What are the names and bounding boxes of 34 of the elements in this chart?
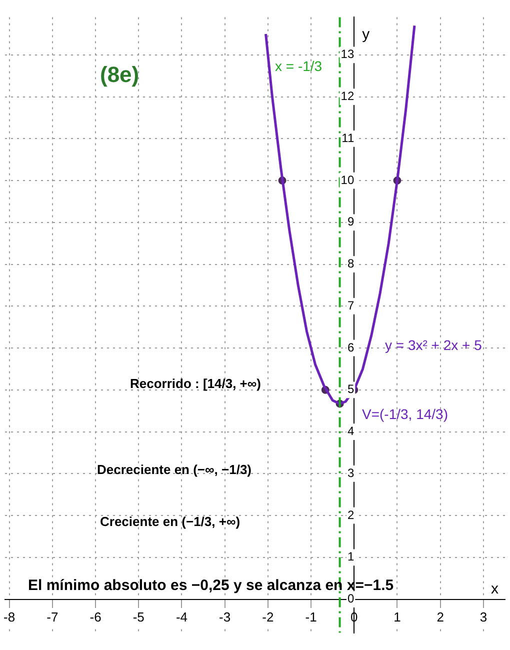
y-tick-label: 0 [347,592,354,606]
x-tick-label: -3 [219,610,231,625]
annotation: V=(-1/3, 14/3) [362,406,448,422]
annotation: Decreciente en (−∞, −1/3) [97,462,252,477]
x-axis-title: x [491,580,499,598]
y-tick-label: 13 [340,47,354,62]
y-tick-label: 8 [347,256,354,271]
x-tick-label: 2 [436,610,444,625]
x-tick-label: -8 [4,610,16,625]
annotation: (8e) [100,62,140,88]
y-tick-label: 7 [347,298,354,312]
y-axis-title: y [362,26,370,44]
y-tick-label: 10 [340,172,354,187]
annotation: Recorrido : [14/3, +∞) [130,376,261,391]
x-tick-label: -6 [90,610,102,625]
x-tick-label: -2 [262,610,274,625]
y-tick-label: 12 [340,89,354,104]
annotation: x = -1/3 [275,58,322,74]
x-tick-label: -4 [176,610,188,625]
annotation: Creciente en (−1/3, +∞) [100,514,240,529]
y-tick-label: 5 [347,382,354,396]
y-tick-label: 9 [347,214,354,229]
x-tick-label: -5 [132,610,144,625]
y-tick-label: 3 [347,466,354,480]
x-tick-label: 3 [480,610,488,625]
x-tick-label: 1 [394,610,401,625]
y-tick-label: 6 [347,340,354,354]
y-tick-label: 11 [342,130,354,145]
x-tick-label: -7 [46,610,58,625]
x-tick-label: -1 [305,610,317,625]
y-tick-label: 4 [347,424,354,438]
y-tick-label: 1 [347,550,354,564]
y-tick-label: 2 [347,508,354,522]
annotation: y = 3x² + 2x + 5 [385,337,482,353]
